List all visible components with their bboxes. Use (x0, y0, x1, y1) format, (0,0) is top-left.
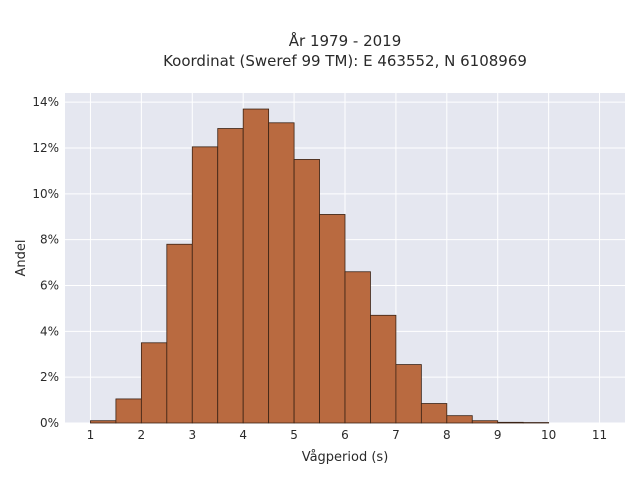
y-tick-label: 12% (32, 141, 59, 155)
histogram-bar (471, 420, 499, 424)
y-axis-label: Andel (14, 240, 29, 277)
y-tick-label: 10% (32, 187, 59, 201)
histogram-bar (242, 108, 270, 424)
histogram-bar (344, 271, 371, 424)
x-axis-ticks: 1 2 3 4 5 6 7 8 9 10 11 (87, 428, 608, 442)
histogram-bar (395, 364, 422, 424)
histogram-bar (268, 122, 295, 424)
histogram-bar (293, 159, 320, 424)
histogram-bar (115, 398, 142, 424)
x-tick-label: 7 (392, 428, 400, 442)
y-tick-label: 6% (40, 279, 59, 293)
histogram-bar (420, 403, 448, 424)
y-tick-label: 4% (40, 324, 59, 338)
x-tick-label: 2 (138, 428, 146, 442)
y-tick-label: 2% (40, 370, 59, 384)
x-tick-label: 8 (443, 428, 451, 442)
histogram-bar (319, 214, 346, 424)
y-tick-label: 14% (32, 95, 59, 109)
x-tick-label: 4 (239, 428, 247, 442)
histogram-bar (90, 420, 117, 424)
y-axis-ticks: 0% 2% 4% 6% 8% 10% 12% 14% (32, 95, 59, 430)
y-tick-label: 8% (40, 233, 59, 247)
histogram-bar (370, 314, 397, 424)
histogram-bar (217, 128, 244, 424)
x-tick-label: 6 (341, 428, 349, 442)
x-tick-label: 9 (494, 428, 502, 442)
histogram-bar (446, 415, 473, 424)
histogram-bar (140, 342, 168, 424)
x-tick-label: 1 (87, 428, 95, 442)
histogram-bar (166, 243, 193, 424)
chart-title-line-1: År 1979 - 2019 (289, 31, 402, 50)
x-tick-label: 3 (188, 428, 196, 442)
x-tick-label: 11 (592, 428, 607, 442)
x-tick-label: 5 (290, 428, 298, 442)
x-axis-label: Vågperiod (s) (302, 450, 389, 465)
histogram-bar (191, 146, 219, 424)
histogram-bars (90, 108, 550, 424)
histogram-bar (497, 421, 524, 424)
chart-title-line-2: Koordinat (Sweref 99 TM): E 463552, N 61… (163, 52, 527, 70)
y-tick-label: 0% (40, 416, 59, 430)
x-tick-label: 10 (541, 428, 556, 442)
